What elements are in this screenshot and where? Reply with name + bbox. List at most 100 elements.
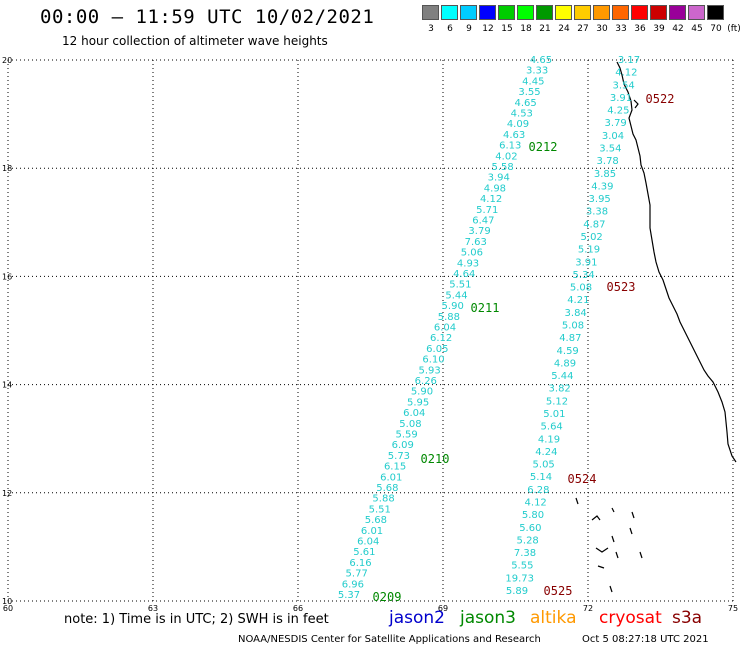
scale-swatch <box>612 5 629 20</box>
swh-value: 4.09 <box>507 119 529 130</box>
scale-label: 36 <box>634 24 646 34</box>
scale-swatch <box>422 5 439 20</box>
swh-value: 5.19 <box>578 245 600 256</box>
swh-value: 6.05 <box>426 344 448 355</box>
swh-value: 4.12 <box>480 194 502 205</box>
x-tick-label: 72 <box>583 604 593 613</box>
swh-value: 4.25 <box>607 106 629 117</box>
swh-value: 3.79 <box>468 226 490 237</box>
swh-value: 5.44 <box>551 371 573 382</box>
swh-value: 6.47 <box>472 216 494 227</box>
swh-value: 6.13 <box>499 141 521 152</box>
scale-label: 21 <box>539 24 551 34</box>
swh-value: 5.44 <box>445 290 467 301</box>
pass-time-label: 0209 <box>373 590 402 604</box>
scale-label: 42 <box>672 24 684 34</box>
swh-value: 5.28 <box>517 535 539 546</box>
x-tick-label: 63 <box>148 604 158 613</box>
wave-height-tracks: 4.653.334.453.554.654.534.094.636.134.02… <box>338 55 640 601</box>
swh-value: 5.51 <box>449 280 471 291</box>
swh-value: 5.71 <box>476 205 498 216</box>
pass-time-labels: 0212 0211 0210 0209 0522 0523 0524 0525 <box>373 92 675 604</box>
swh-value: 4.12 <box>525 498 547 509</box>
scale-label: 45 <box>691 24 703 34</box>
scale-swatch <box>707 5 724 20</box>
scale-label: 3 <box>428 24 434 34</box>
scale-swatch <box>574 5 591 20</box>
swh-value: 3.04 <box>602 131 624 142</box>
swh-value: 5.55 <box>511 561 533 572</box>
swh-value: 5.05 <box>533 460 555 471</box>
swh-value: 5.08 <box>570 283 592 294</box>
x-tick-label: 75 <box>728 604 738 613</box>
swh-value: 4.12 <box>615 68 637 79</box>
swh-value: 4.59 <box>557 346 579 357</box>
swh-value: 5.08 <box>399 419 421 430</box>
swh-value: 3.82 <box>549 384 571 395</box>
swh-value: 6.04 <box>403 408 425 419</box>
scale-label: 15 <box>501 24 513 34</box>
swh-value: 5.59 <box>395 430 417 441</box>
swh-value: 5.64 <box>541 422 563 433</box>
map-grid: 60 63 66 69 72 75 20 18 16 14 12 10 <box>2 56 738 613</box>
y-tick-label: 18 <box>2 164 12 173</box>
swh-value: 5.77 <box>346 569 368 580</box>
scale-swatch <box>517 5 534 20</box>
swh-value: 5.58 <box>491 162 513 173</box>
swh-value: 4.53 <box>511 109 533 120</box>
y-tick-label: 14 <box>2 381 12 390</box>
y-tick-label: 20 <box>2 56 12 65</box>
swh-value: 4.45 <box>522 76 544 87</box>
scale-label: 30 <box>596 24 608 34</box>
swh-value: 7.38 <box>514 548 536 559</box>
swh-value: 6.26 <box>415 376 437 387</box>
swh-value: 5.95 <box>407 397 429 408</box>
scale-label: 24 <box>558 24 570 34</box>
swh-value: 3.54 <box>613 80 635 91</box>
pass-time-label: 0211 <box>471 301 500 315</box>
swh-value: 7.63 <box>465 237 487 248</box>
swh-value: 5.89 <box>506 586 528 597</box>
scale-swatch <box>688 5 705 20</box>
swh-value: 4.65 <box>530 55 552 66</box>
page-title: 00:00 – 11:59 UTC 10/02/2021 <box>40 6 375 28</box>
swh-value: 6.09 <box>392 440 414 451</box>
swh-value: 4.87 <box>583 219 605 230</box>
swh-value: 5.93 <box>419 365 441 376</box>
scale-swatch <box>631 5 648 20</box>
scale-swatch <box>536 5 553 20</box>
scale-swatch <box>441 5 458 20</box>
pass-time-label: 0212 <box>529 140 558 154</box>
swh-value: 3.17 <box>618 55 640 66</box>
scale-swatch <box>555 5 572 20</box>
swh-value: 3.33 <box>526 66 548 77</box>
pass-time-label: 0524 <box>568 472 597 486</box>
pass-time-label: 0525 <box>544 584 573 598</box>
swh-value: 3.85 <box>594 169 616 180</box>
swh-value: 5.51 <box>369 504 391 515</box>
swh-value: 3.91 <box>610 93 632 104</box>
swh-value: 4.21 <box>567 295 589 306</box>
swh-value: 5.90 <box>411 387 433 398</box>
y-tick-label: 16 <box>2 272 12 281</box>
swh-value: 4.65 <box>515 98 537 109</box>
pass-time-label: 0523 <box>607 280 636 294</box>
swh-value: 5.02 <box>581 232 603 243</box>
satellite-legend-item: jason2 <box>389 608 445 628</box>
swh-value: 4.24 <box>535 447 557 458</box>
swh-value: 6.04 <box>357 537 379 548</box>
swh-value: 5.80 <box>522 510 544 521</box>
swh-value: 4.02 <box>495 151 517 162</box>
swh-value: 4.89 <box>554 358 576 369</box>
scale-swatch <box>593 5 610 20</box>
scale-label: 27 <box>577 24 589 34</box>
swh-value: 6.01 <box>380 472 402 483</box>
scale-label: 9 <box>466 24 472 34</box>
scale-label: 12 <box>482 24 494 34</box>
swh-value: 5.90 <box>442 301 464 312</box>
swh-value: 5.34 <box>573 270 595 281</box>
island-group <box>575 99 643 593</box>
coastline <box>616 61 737 463</box>
swh-value: 6.01 <box>361 526 383 537</box>
